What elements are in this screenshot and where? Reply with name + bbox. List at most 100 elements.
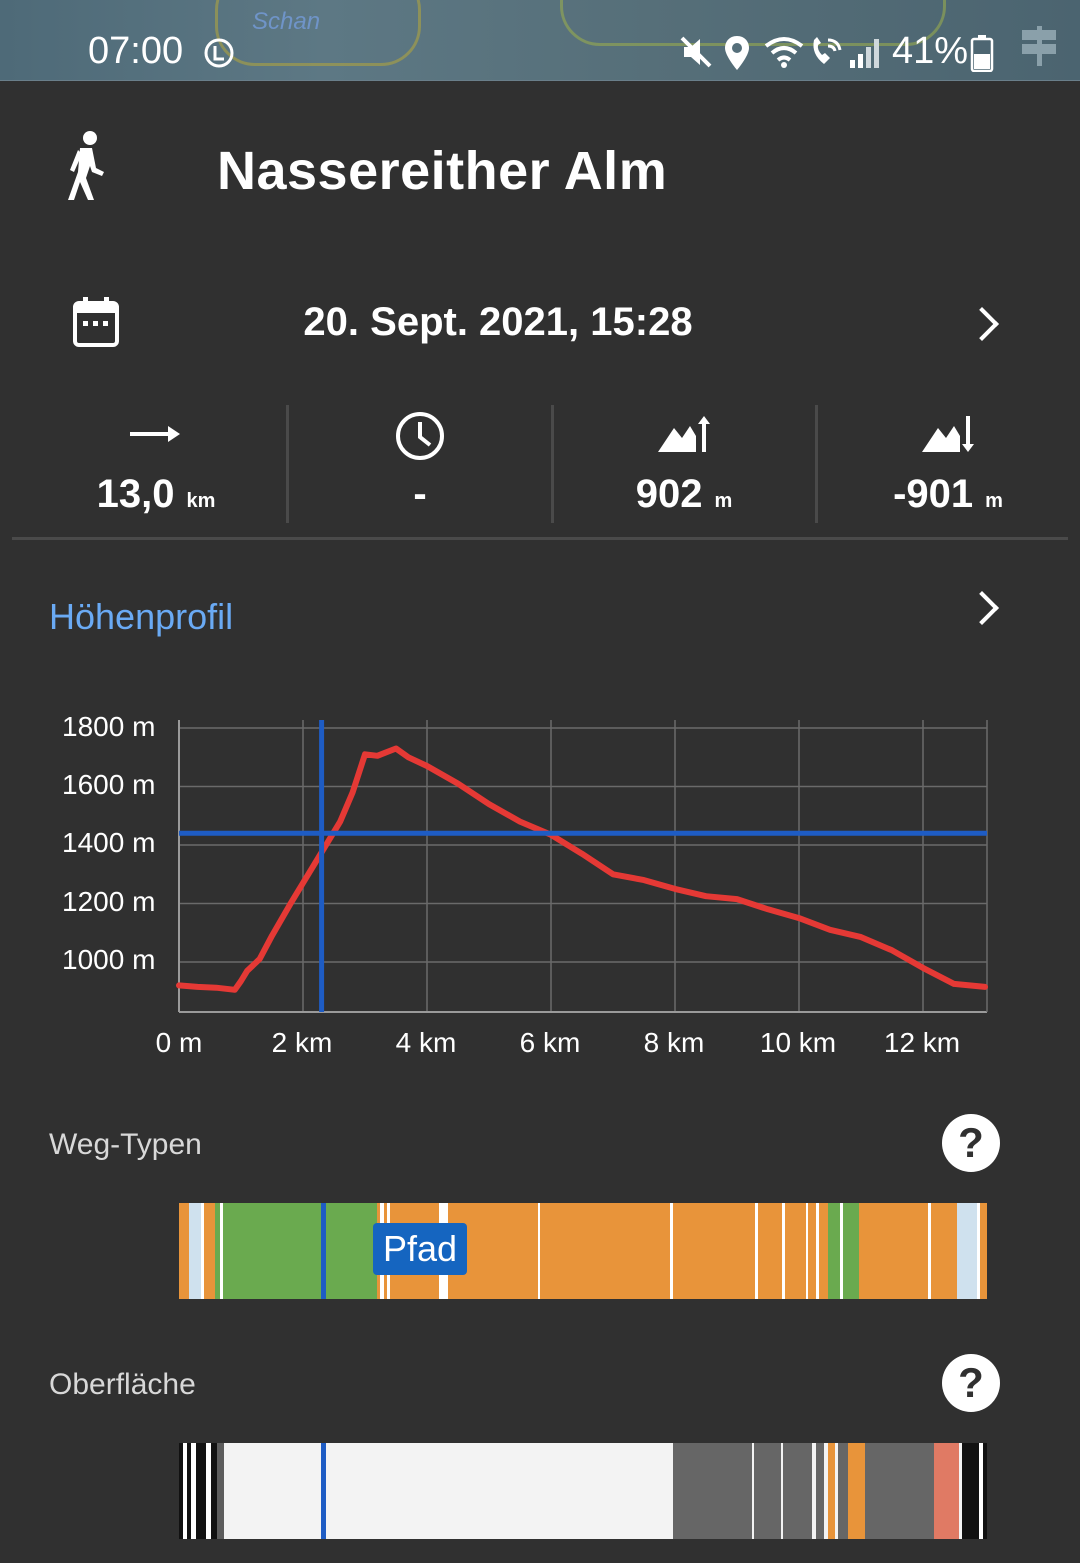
way-type-segment: [179, 1203, 189, 1299]
way-type-segment: [757, 1203, 783, 1299]
way-type-segment: [859, 1203, 929, 1299]
clock-time: 07:00: [88, 30, 184, 72]
battery-percent: 41%: [892, 30, 969, 72]
surface-help-button[interactable]: ?: [942, 1354, 1000, 1412]
stat-ascent: 902 m: [552, 472, 816, 517]
surface-segment: [982, 1443, 987, 1539]
way-types-bar[interactable]: [179, 1203, 987, 1299]
elevation-chart[interactable]: 1800 m 1600 m 1400 m 1200 m 1000 m 0 m 2…: [0, 700, 1080, 1080]
ascent-icon: [658, 416, 710, 452]
stat-descent: -901 m: [816, 472, 1080, 517]
descent-icon: [922, 416, 974, 452]
way-type-segment: [222, 1203, 378, 1299]
surface-segment: [815, 1443, 824, 1539]
stats-row: 13,0 km - 902 m -901 m: [12, 400, 1068, 530]
way-type-segment: [670, 1203, 674, 1299]
way-type-segment: [808, 1203, 817, 1299]
hiker-icon: [68, 131, 104, 200]
surface-segment: [205, 1443, 211, 1539]
surface-segment: [754, 1443, 781, 1539]
distance-unit: km: [186, 490, 216, 512]
y-tick-label: 1600 m: [62, 769, 156, 800]
surface-segment: [961, 1443, 979, 1539]
way-type-segment: [200, 1203, 205, 1299]
surface-segment: [864, 1443, 934, 1539]
way-type-segment: [782, 1203, 786, 1299]
battery-icon: [970, 35, 994, 72]
surface-segment: [838, 1443, 849, 1539]
ascent-value: 902: [635, 472, 703, 516]
surface-segment: [812, 1443, 816, 1539]
way-type-segment: [819, 1203, 828, 1299]
surface-segment: [933, 1443, 959, 1539]
tour-title: Nassereither Alm: [217, 141, 668, 201]
way-type-segment: [540, 1203, 671, 1299]
surface-segment: [217, 1443, 224, 1539]
surface-segment: [978, 1443, 983, 1539]
surface-segment: [183, 1443, 188, 1539]
surface-segment: [191, 1443, 196, 1539]
stat-divider: [551, 405, 554, 523]
surface-bar[interactable]: [179, 1443, 987, 1539]
way-type-segment: [839, 1203, 843, 1299]
surface-cursor: [321, 1443, 326, 1539]
wifi-calling-icon: [813, 37, 842, 64]
way-type-segment: [980, 1203, 987, 1299]
date-row[interactable]: 20. Sept. 2021, 15:28: [0, 280, 1080, 370]
surface-segment: [223, 1443, 673, 1539]
way-types-label: Weg-Typen: [49, 1128, 202, 1161]
y-tick-label: 1400 m: [62, 827, 156, 858]
y-tick-label: 1200 m: [62, 886, 156, 917]
signal-icon: [850, 39, 879, 68]
way-type-segment: [754, 1203, 758, 1299]
way-type-segment: [204, 1203, 215, 1299]
x-tick-label: 6 km: [519, 1027, 581, 1058]
distance-arrow-icon: [130, 426, 180, 442]
way-types-help-button[interactable]: ?: [942, 1114, 1000, 1172]
mute-icon: [680, 36, 712, 68]
distance-value: 13,0: [96, 472, 175, 516]
way-type-segment: [537, 1203, 541, 1299]
x-tick-label: 10 km: [759, 1027, 837, 1058]
surface-segment: [187, 1443, 192, 1539]
stat-divider: [286, 405, 289, 523]
elevation-line: [176, 745, 988, 993]
signpost-map-icon: [1022, 26, 1056, 66]
elevation-profile-title: Höhenprofil: [49, 596, 234, 637]
surface-segment: [195, 1443, 206, 1539]
surface-segment: [179, 1443, 184, 1539]
descent-value: -901: [893, 472, 974, 516]
status-bar: Schan 07:00 41%: [0, 0, 1080, 81]
surface-segment: [834, 1443, 839, 1539]
surface-segment: [848, 1443, 865, 1539]
way-type-segment: [219, 1203, 223, 1299]
stat-distance: 13,0 km: [12, 472, 300, 517]
elevation-profile-header[interactable]: Höhenprofil: [0, 570, 1080, 660]
elevation-plot: [176, 720, 988, 1013]
wifi-icon: [764, 37, 804, 68]
way-type-segment: [957, 1203, 977, 1299]
way-type-segment: [816, 1203, 820, 1299]
duration-value: -: [413, 472, 427, 516]
descent-unit: m: [985, 490, 1003, 512]
stat-duration: -: [288, 472, 552, 517]
way-type-segment: [827, 1203, 840, 1299]
surface-segment: [780, 1443, 784, 1539]
x-tick-label: 8 km: [643, 1027, 705, 1058]
way-type-segment: [931, 1203, 958, 1299]
map-place-label: Schan: [252, 8, 321, 35]
surface-segment: [783, 1443, 813, 1539]
surface-segment: [210, 1443, 218, 1539]
chevron-right-icon: [965, 591, 999, 625]
calendar-icon: [73, 297, 119, 347]
way-type-segment: [673, 1203, 755, 1299]
stat-divider: [815, 405, 818, 523]
way-type-tooltip: Pfad: [373, 1223, 468, 1275]
surface-segment: [751, 1443, 755, 1539]
tour-date: 20. Sept. 2021, 15:28: [303, 300, 693, 344]
way-type-segment: [805, 1203, 809, 1299]
way-type-segment: [785, 1203, 806, 1299]
x-tick-label: 2 km: [271, 1027, 333, 1058]
clock-icon: [396, 412, 444, 460]
lock-screen-l-icon: [204, 38, 234, 68]
